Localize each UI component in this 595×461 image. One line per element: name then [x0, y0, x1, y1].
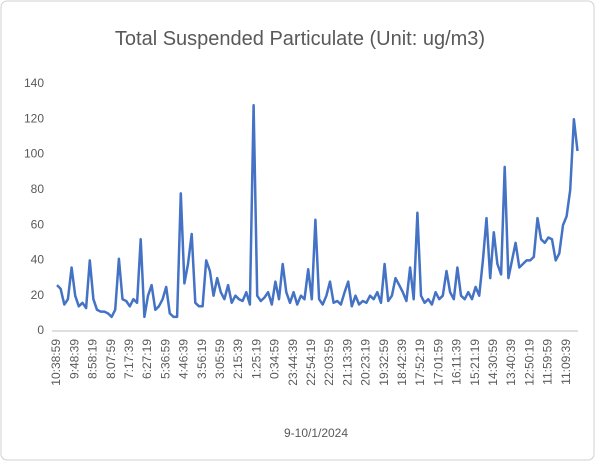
x-tick-label: 10:38:59	[49, 339, 63, 386]
chart-title: Total Suspended Particulate (Unit: ug/m3…	[115, 28, 485, 50]
x-tick-label: 0:34:59	[268, 339, 282, 379]
x-tick-label: 8:58:19	[86, 339, 100, 379]
x-tick-label: 1:25:19	[249, 339, 263, 379]
x-tick-label: 13:40:39	[504, 339, 518, 386]
x-tick-label: 23:44:39	[286, 339, 300, 386]
x-tick-label: 12:50:19	[522, 339, 536, 386]
x-tick-label: 18:42:39	[395, 339, 409, 386]
x-tick-label: 11:09:39	[559, 339, 573, 385]
x-tick-label: 6:27:19	[140, 339, 154, 379]
x-tick-label: 17:52:19	[413, 339, 427, 386]
y-tick-label: 40	[31, 253, 45, 267]
x-tick-label: 3:56:19	[195, 339, 209, 379]
x-tick-label: 15:21:19	[468, 339, 482, 386]
x-tick-label: 9:48:39	[67, 339, 81, 379]
y-tick-label: 80	[31, 182, 45, 196]
x-tick-label: 11:59:59	[541, 339, 555, 385]
data-line	[56, 103, 579, 319]
x-tick-label: 22:54:19	[304, 339, 318, 386]
x-tick-label: 21:13:39	[340, 339, 354, 386]
y-tick-label: 60	[31, 217, 45, 231]
x-tick-label: 8:07:59	[104, 339, 118, 379]
x-tick-label: 22:03:59	[322, 339, 336, 386]
x-tick-label: 3:05:59	[213, 339, 227, 379]
x-tick-label: 2:15:39	[231, 339, 245, 379]
y-tick-label: 0	[37, 323, 44, 337]
x-tick-label: 20:23:19	[359, 339, 373, 386]
y-tick-label: 20	[31, 288, 45, 302]
x-tick-label: 14:30:59	[486, 339, 500, 386]
x-axis-title: 9-10/1/2024	[284, 426, 348, 440]
y-tick-label: 140	[24, 76, 44, 90]
x-tick-label: 19:32:59	[377, 339, 391, 386]
x-tick-label: 7:17:39	[122, 339, 136, 379]
y-tick-label: 100	[24, 147, 44, 161]
x-tick-label: 17:01:59	[431, 339, 445, 386]
x-tick-label: 16:11:39	[450, 339, 464, 385]
x-tick-label: 4:46:39	[177, 339, 191, 379]
y-tick-label: 120	[24, 111, 44, 125]
x-tick-label: 5:36:59	[158, 339, 172, 379]
